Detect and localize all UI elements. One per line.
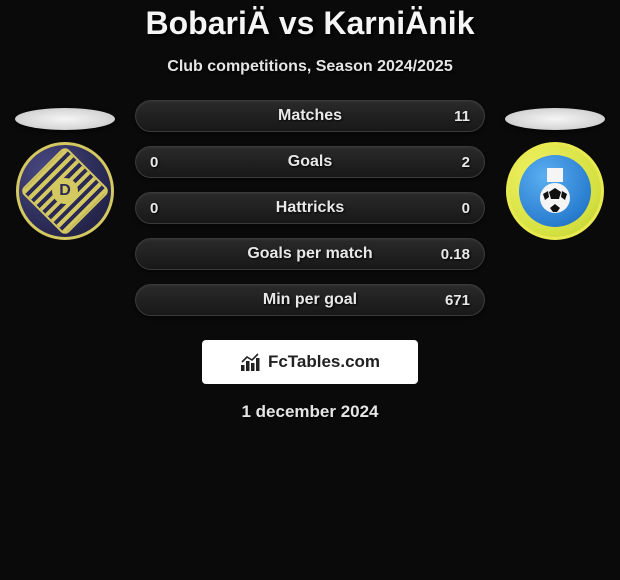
- stat-row-matches: Matches 11: [135, 100, 485, 132]
- stat-right-value: 671: [434, 292, 470, 309]
- stat-row-gpm: Goals per match 0.18: [135, 238, 485, 270]
- page-subtitle: Club competitions, Season 2024/2025: [0, 58, 620, 76]
- team-badge-left: D: [16, 142, 114, 240]
- stat-label: Matches: [278, 107, 342, 125]
- left-side: D: [5, 100, 125, 240]
- date-label: 1 december 2024: [0, 402, 620, 422]
- page-title: BobariÄ vs KarniÄnik: [0, 5, 620, 42]
- logo-label: FcTables.com: [268, 352, 380, 372]
- stat-rows: Matches 11 0 Goals 2 0 Hattricks 0 Goals…: [135, 100, 485, 316]
- chart-icon: [240, 352, 262, 372]
- team-badge-right-inner: [519, 155, 591, 227]
- stat-label: Min per goal: [263, 291, 357, 309]
- right-ellipse: [505, 108, 605, 130]
- stat-row-hattricks: 0 Hattricks 0: [135, 192, 485, 224]
- stat-left-value: 0: [150, 200, 186, 217]
- stat-right-value: 0: [434, 200, 470, 217]
- stat-right-value: 0.18: [434, 246, 470, 263]
- left-ellipse: [15, 108, 115, 130]
- stat-row-goals: 0 Goals 2: [135, 146, 485, 178]
- stat-right-value: 2: [434, 154, 470, 171]
- ball-castle-icon: [528, 164, 582, 218]
- team-badge-right: [506, 142, 604, 240]
- right-side: [495, 100, 615, 240]
- stat-left-value: 0: [150, 154, 186, 171]
- logo-box: FcTables.com: [202, 340, 418, 384]
- stat-label: Goals: [288, 153, 332, 171]
- stat-right-value: 11: [434, 108, 470, 125]
- stat-label: Hattricks: [276, 199, 344, 217]
- stat-label: Goals per match: [247, 245, 372, 263]
- stat-row-mpg: Min per goal 671: [135, 284, 485, 316]
- content-area: D Matches 11 0 Goals 2 0 Hattricks 0 Goa…: [0, 100, 620, 316]
- comparison-card: BobariÄ vs KarniÄnik Club competitions, …: [0, 0, 620, 422]
- team-badge-left-letter: D: [52, 178, 78, 204]
